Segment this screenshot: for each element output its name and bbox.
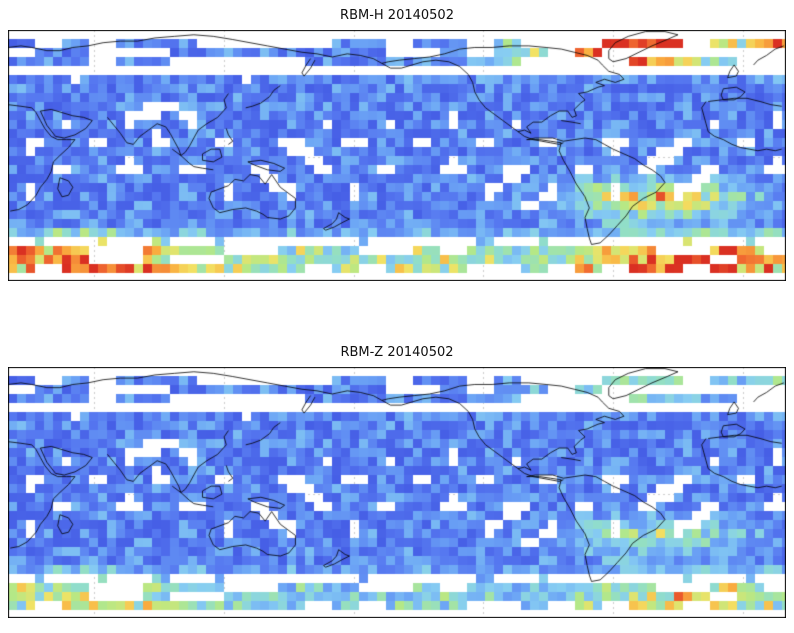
panel-title-rbm-z: RBM-Z 20140502 (340, 345, 454, 360)
map-canvas-rbm-z (8, 367, 786, 618)
panel-title-rbm-h: RBM-H 20140502 (340, 8, 454, 23)
map-canvas-rbm-h (8, 30, 786, 281)
panel-rbm-h: RBM-H 20140502 (0, 5, 794, 281)
panel-rbm-z: RBM-Z 20140502 (0, 342, 794, 618)
